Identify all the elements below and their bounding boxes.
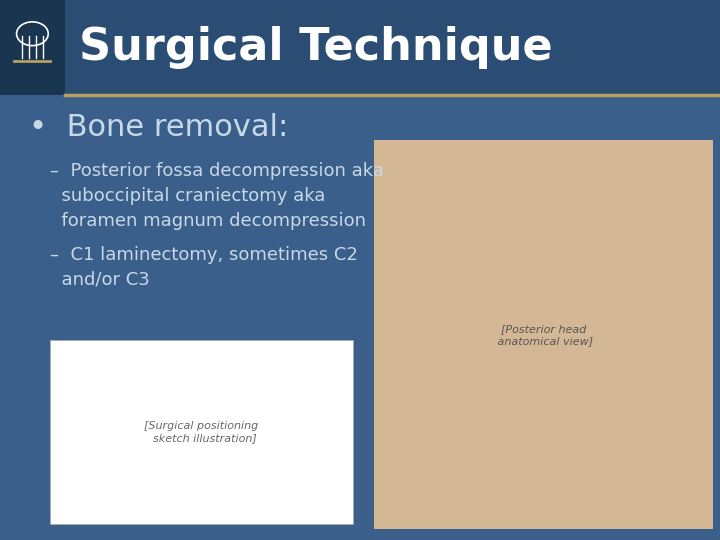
- Text: –  C1 laminectomy, sometimes C2
  and/or C3: – C1 laminectomy, sometimes C2 and/or C3: [50, 246, 359, 289]
- FancyBboxPatch shape: [50, 340, 353, 524]
- Text: [Posterior head
 anatomical view]: [Posterior head anatomical view]: [494, 324, 593, 346]
- FancyBboxPatch shape: [374, 140, 713, 529]
- Text: –  Posterior fossa decompression aka
  suboccipital craniectomy aka
  foramen ma: – Posterior fossa decompression aka subo…: [50, 162, 384, 230]
- Text: Surgical Technique: Surgical Technique: [79, 26, 553, 69]
- Text: [Surgical positioning
  sketch illustration]: [Surgical positioning sketch illustratio…: [145, 421, 258, 443]
- FancyBboxPatch shape: [0, 0, 720, 94]
- Text: •  Bone removal:: • Bone removal:: [29, 113, 288, 143]
- FancyBboxPatch shape: [0, 0, 65, 94]
